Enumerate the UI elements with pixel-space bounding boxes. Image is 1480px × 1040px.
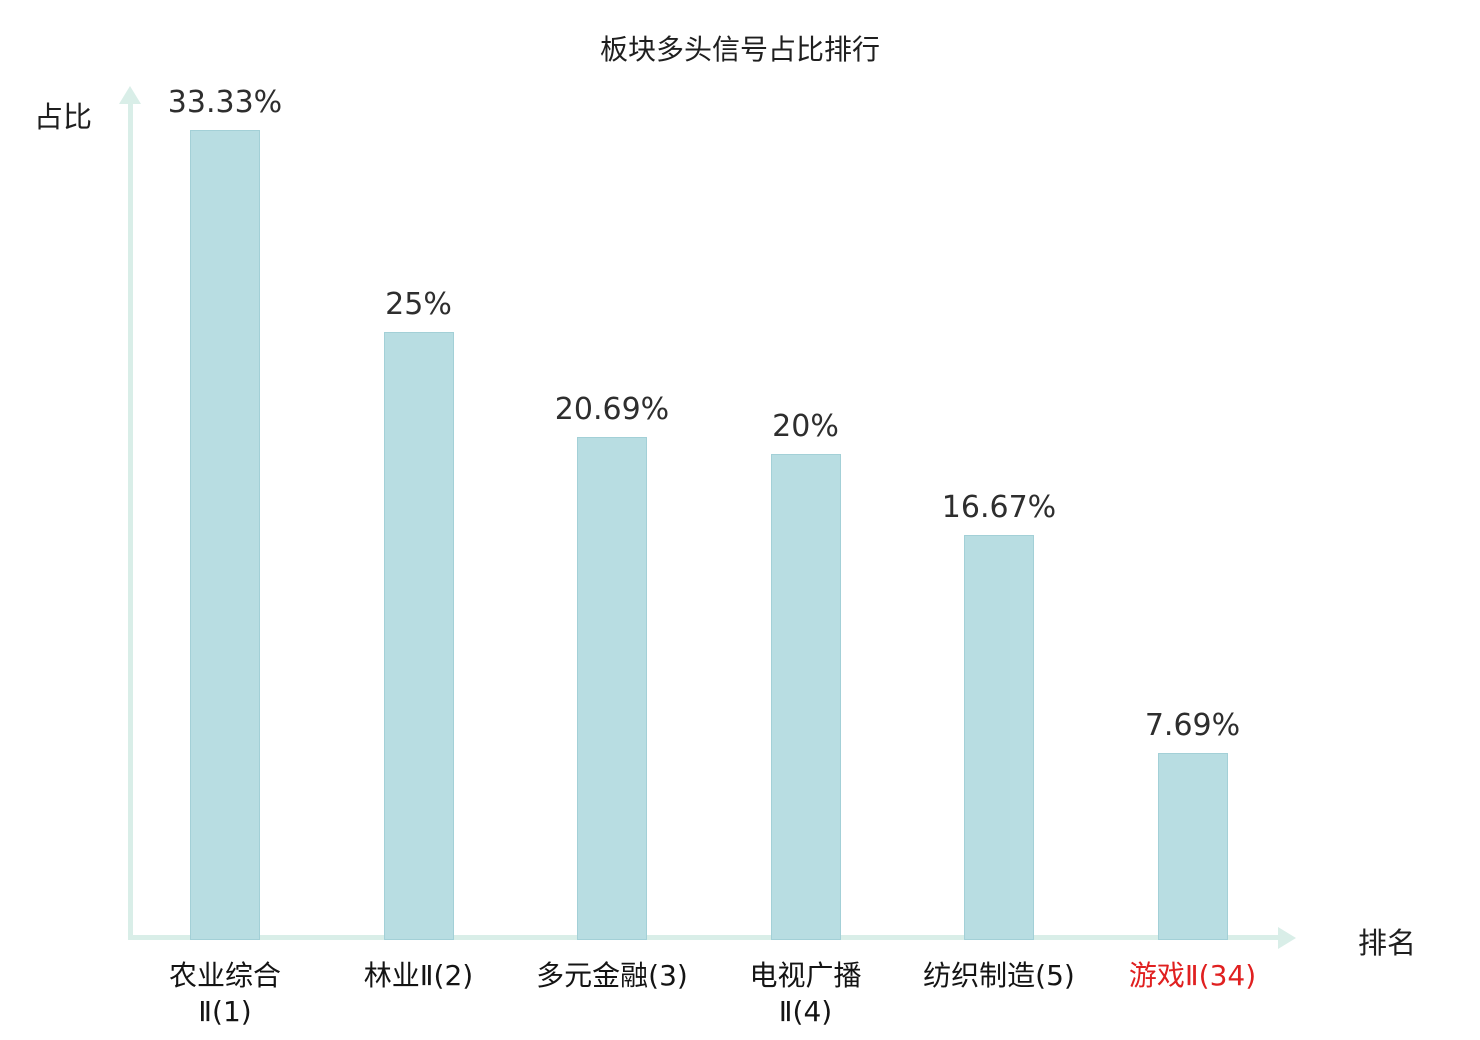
bar-category-label: 多元金融(3) bbox=[492, 958, 732, 994]
bar bbox=[383, 332, 454, 940]
chart-title: 板块多头信号占比排行 bbox=[599, 33, 880, 66]
bar bbox=[577, 437, 647, 940]
bar-category-label: 纺织制造(5) bbox=[879, 958, 1119, 994]
y-axis-line bbox=[128, 102, 133, 940]
bar bbox=[964, 535, 1034, 940]
bar-category-label-line: Ⅱ(1) bbox=[198, 995, 252, 1028]
bar-value-label: 16.67% bbox=[941, 490, 1057, 525]
bar-category-label-line: 纺织制造(5) bbox=[923, 959, 1075, 992]
bar bbox=[190, 130, 260, 940]
bar-category-label-line: 多元金融(3) bbox=[536, 959, 688, 992]
bar-category-label: 林业Ⅱ(2) bbox=[299, 958, 539, 994]
bar-category-label: 农业综合 Ⅱ(1) bbox=[105, 958, 345, 1030]
bar-category-label-line: 电视广播 bbox=[749, 959, 862, 992]
bar-value-label: 25% bbox=[385, 287, 452, 322]
bar bbox=[1157, 753, 1228, 940]
bar bbox=[770, 454, 841, 940]
bar-value-label: 20.69% bbox=[554, 392, 670, 427]
x-axis-label: 排名 bbox=[1358, 926, 1417, 960]
y-axis-arrowhead-icon bbox=[119, 86, 141, 104]
bar-value-label: 7.69% bbox=[1144, 708, 1241, 743]
x-axis-arrowhead-icon bbox=[1278, 926, 1296, 949]
bar-category-label-line: 林业Ⅱ(2) bbox=[363, 959, 474, 992]
bar-category-label: 游戏Ⅱ(34) bbox=[1073, 958, 1313, 994]
x-axis-line bbox=[128, 935, 1280, 940]
bar-category-label-line: Ⅱ(4) bbox=[778, 995, 833, 1028]
bar-category-label: 电视广播 Ⅱ(4) bbox=[686, 958, 926, 1030]
bar-category-label-line: 游戏Ⅱ(34) bbox=[1128, 959, 1257, 992]
bar-value-label: 33.33% bbox=[167, 85, 283, 120]
bar-category-label-line: 农业综合 bbox=[168, 959, 281, 992]
bar-value-label: 20% bbox=[772, 409, 839, 444]
y-axis-label: 占比 bbox=[34, 100, 93, 134]
